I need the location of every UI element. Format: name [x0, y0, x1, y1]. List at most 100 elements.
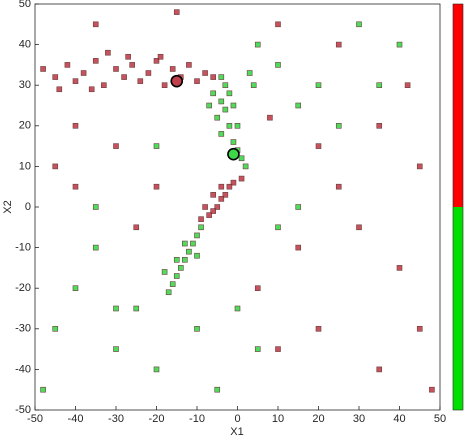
- point: [194, 325, 200, 332]
- point: [56, 86, 63, 93]
- point: [173, 273, 180, 279]
- point: [416, 163, 423, 170]
- point: [194, 78, 200, 84]
- point: [210, 90, 216, 97]
- x-tick-label: -10: [189, 413, 205, 425]
- point: [92, 21, 99, 28]
- point: [275, 21, 281, 28]
- highlight-point: [227, 147, 240, 161]
- point: [169, 281, 176, 287]
- y-tick-label: -20: [15, 282, 31, 294]
- point: [133, 305, 140, 312]
- point: [182, 256, 188, 263]
- point: [275, 224, 281, 231]
- point: [178, 265, 184, 271]
- point: [226, 123, 233, 129]
- point: [92, 204, 99, 210]
- colorbar-segment: [453, 4, 463, 207]
- point: [230, 179, 237, 186]
- point: [275, 62, 281, 68]
- point: [198, 216, 204, 222]
- x-tick-label: 40: [393, 413, 405, 425]
- point: [173, 9, 180, 15]
- point: [429, 386, 435, 393]
- colorbar-segment: [453, 207, 463, 410]
- point: [202, 204, 208, 210]
- point: [153, 58, 160, 64]
- point: [161, 82, 168, 88]
- point: [295, 244, 302, 251]
- point: [242, 163, 249, 170]
- point: [202, 70, 208, 76]
- point: [105, 49, 111, 56]
- y-tick-label: 30: [19, 79, 31, 91]
- point: [92, 58, 99, 64]
- point: [226, 183, 233, 190]
- y-tick-label: 50: [19, 0, 31, 10]
- x-tick-label: 20: [312, 413, 324, 425]
- point: [376, 82, 383, 88]
- point: [222, 106, 229, 113]
- highlight-point: [170, 74, 184, 88]
- point: [153, 143, 160, 149]
- point: [72, 78, 79, 84]
- y-tick-label: -50: [15, 404, 31, 416]
- point: [194, 252, 200, 259]
- point: [230, 102, 237, 109]
- point: [222, 192, 229, 198]
- point: [186, 248, 192, 255]
- point: [101, 82, 107, 88]
- x-axis-label: X1: [230, 426, 243, 438]
- point: [72, 183, 79, 190]
- point: [234, 305, 241, 312]
- point: [376, 123, 383, 129]
- point: [113, 346, 119, 352]
- x-tick-label: -30: [108, 413, 124, 425]
- point: [210, 192, 216, 198]
- point: [88, 86, 95, 93]
- point: [153, 366, 160, 373]
- point: [182, 240, 188, 247]
- point: [210, 208, 216, 214]
- point: [315, 82, 322, 88]
- y-axis-label: X2: [2, 200, 14, 213]
- point: [157, 53, 164, 60]
- point: [218, 98, 225, 105]
- y-tick-label: 40: [19, 39, 31, 51]
- point: [169, 66, 176, 72]
- x-tick-label: 10: [272, 413, 284, 425]
- point: [214, 386, 221, 393]
- point: [72, 123, 79, 129]
- point: [194, 232, 200, 239]
- point: [218, 183, 225, 190]
- point: [113, 66, 119, 72]
- point: [218, 74, 225, 80]
- point: [72, 285, 79, 292]
- point: [335, 41, 342, 48]
- point: [315, 143, 322, 149]
- point: [356, 224, 362, 231]
- point: [315, 325, 322, 332]
- point: [190, 240, 196, 247]
- x-tick-label: -20: [149, 413, 165, 425]
- point: [222, 82, 229, 88]
- x-tick-label: 50: [434, 413, 446, 425]
- point: [335, 123, 342, 129]
- point: [40, 66, 46, 72]
- y-tick-label: -40: [15, 363, 31, 375]
- point: [214, 204, 221, 210]
- x-tick-label: -50: [27, 413, 43, 425]
- point: [161, 269, 168, 275]
- point: [275, 346, 281, 352]
- point: [238, 175, 245, 182]
- colorbar-frame: [452, 3, 464, 411]
- point: [214, 114, 221, 121]
- x-tick-label: 30: [353, 413, 365, 425]
- point: [153, 183, 160, 190]
- y-tick-label: 0: [25, 201, 31, 213]
- point: [254, 285, 261, 292]
- x-tick-label: 0: [234, 413, 240, 425]
- point: [210, 74, 216, 80]
- point: [113, 143, 119, 149]
- point: [145, 70, 152, 76]
